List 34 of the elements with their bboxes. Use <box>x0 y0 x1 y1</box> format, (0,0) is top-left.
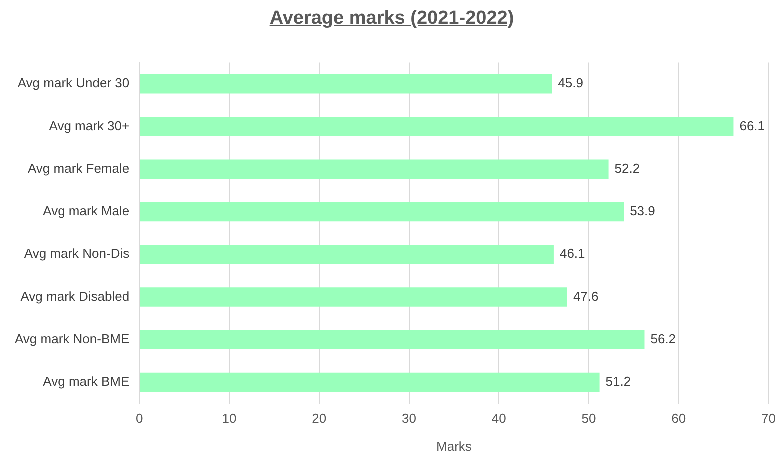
bar <box>140 372 600 392</box>
x-tick-label: 60 <box>672 411 686 426</box>
bar <box>140 117 734 136</box>
x-tick-label: 10 <box>222 411 237 426</box>
y-tick-label: Avg mark Under 30 <box>18 76 130 91</box>
x-tick-label: 20 <box>312 411 327 426</box>
y-tick-label: Avg mark Non-Dis <box>24 246 130 262</box>
data-label: 46.1 <box>560 246 586 262</box>
y-tick-label: Avg mark BME <box>43 374 130 390</box>
bar <box>140 74 552 94</box>
data-label: 53.9 <box>630 204 656 219</box>
chart-title: Average marks (2021-2022) <box>268 8 516 30</box>
x-tick-label: 30 <box>402 411 416 426</box>
x-tick-label: 50 <box>582 411 596 426</box>
x-axis-title: Marks <box>436 438 472 454</box>
x-tick-label: 70 <box>762 411 776 426</box>
data-label: 51.2 <box>606 374 632 390</box>
bar <box>140 160 609 179</box>
data-label: 52.2 <box>614 160 640 176</box>
bar <box>140 245 554 264</box>
bar <box>140 330 645 350</box>
y-tick-label: Avg mark Disabled <box>20 288 130 304</box>
y-tick-label: Avg mark Male <box>43 204 130 219</box>
y-tick-label: Avg mark 30+ <box>49 118 130 134</box>
x-tick-label: 40 <box>492 411 506 426</box>
data-label: 45.9 <box>558 76 584 91</box>
bar <box>140 288 568 307</box>
data-label: 47.6 <box>573 288 599 304</box>
data-label: 66.1 <box>740 118 766 134</box>
y-tick-label: Avg mark Non-BME <box>14 331 130 346</box>
bar <box>140 202 624 222</box>
x-tick-label: 0 <box>136 411 144 426</box>
data-label: 56.2 <box>650 331 676 346</box>
y-tick-label: Avg mark Female <box>28 160 130 176</box>
